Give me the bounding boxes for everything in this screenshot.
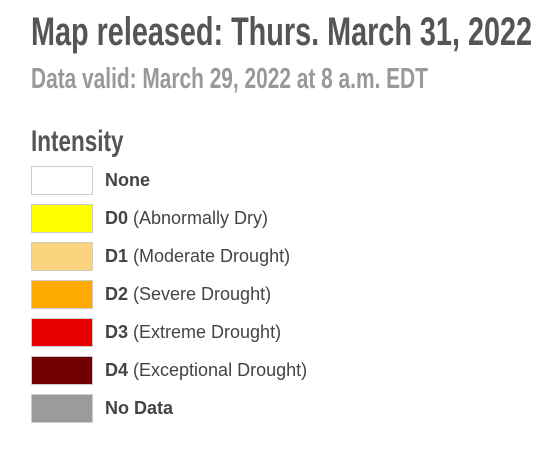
code: D3 (105, 321, 129, 342)
code: D2 (105, 283, 129, 304)
legend-label: None (105, 170, 150, 191)
legend-item: No Data (31, 393, 307, 423)
code: D4 (105, 359, 129, 380)
legend-item: D0 (Abnormally Dry) (31, 203, 307, 233)
swatch (31, 317, 93, 347)
legend-label: D2 (Severe Drought) (105, 284, 271, 305)
legend-label: No Data (105, 398, 173, 419)
title: Map released: Thurs. March 31, 2022 (31, 10, 533, 54)
legend-label: D1 (Moderate Drought) (105, 246, 290, 267)
legend-label: D4 (Exceptional Drought) (105, 360, 307, 381)
subtitle: Data valid: March 29, 2022 at 8 a.m. EDT (31, 63, 428, 95)
swatch (31, 355, 93, 385)
description: (Abnormally Dry) (133, 207, 269, 228)
description: (Extreme Drought) (133, 321, 282, 342)
swatch (31, 241, 93, 271)
code: D1 (105, 245, 129, 266)
swatch (31, 165, 93, 195)
swatch (31, 393, 93, 423)
legend-item: D4 (Exceptional Drought) (31, 355, 307, 385)
swatch (31, 203, 93, 233)
code: None (105, 169, 150, 190)
code: D0 (105, 207, 129, 228)
description: (Severe Drought) (133, 283, 272, 304)
legend-item: D2 (Severe Drought) (31, 279, 307, 309)
legend-label: D3 (Extreme Drought) (105, 322, 281, 343)
description: (Moderate Drought) (133, 245, 291, 266)
swatch (31, 279, 93, 309)
description: (Exceptional Drought) (133, 359, 308, 380)
legend-item: D3 (Extreme Drought) (31, 317, 307, 347)
legend-title: Intensity (31, 125, 124, 158)
code: No Data (105, 397, 174, 418)
legend-label: D0 (Abnormally Dry) (105, 208, 268, 229)
legend-item: None (31, 165, 307, 195)
legend-item: D1 (Moderate Drought) (31, 241, 307, 271)
legend-items: None D0 (Abnormally Dry) D1 (Moderate Drough… (31, 165, 307, 432)
